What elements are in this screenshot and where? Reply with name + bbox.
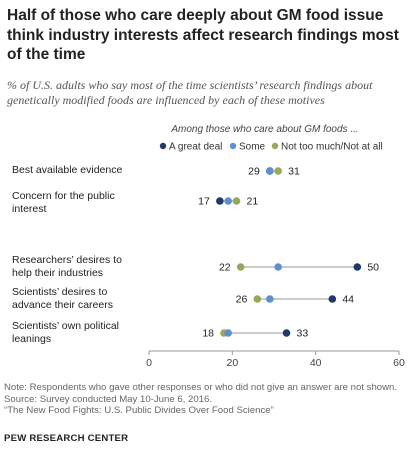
- data-point: [274, 263, 282, 271]
- category-label: Scientists’ desires to: [12, 286, 107, 298]
- legend-marker: [229, 142, 237, 150]
- x-axis: 0 20 40 60: [146, 350, 405, 369]
- value-label: 29: [248, 166, 260, 178]
- category-label: advance their careers: [12, 299, 113, 311]
- brand-logo-text: PEW RESEARCH CENTER: [4, 433, 129, 444]
- chart-rows: Best available evidence 29 31 Concern for t…: [12, 164, 379, 345]
- value-label: 44: [342, 294, 354, 306]
- category-label: Concern for the public: [12, 190, 115, 202]
- category-label: Best available evidence: [12, 164, 122, 176]
- data-point: [328, 295, 337, 303]
- data-point: [236, 263, 245, 271]
- value-label: 22: [219, 262, 231, 274]
- data-point: [216, 197, 224, 205]
- category-label: Scientists’ own political: [12, 320, 119, 332]
- value-label: 17: [198, 196, 210, 208]
- value-label: 33: [297, 328, 309, 340]
- category-label: interest: [12, 203, 47, 215]
- data-point: [282, 329, 291, 337]
- tick-label: 0: [146, 357, 152, 369]
- data-point: [274, 167, 282, 175]
- category-label: help their industries: [12, 267, 103, 279]
- legend-label: Not too much/Not at all: [281, 142, 383, 153]
- source-text: Source: Survey conducted May 10-June 6, …: [4, 393, 212, 405]
- data-point: [232, 197, 241, 205]
- note-text: Note: Respondents who gave other respons…: [4, 382, 398, 393]
- dot-chart: Among those who care about GM foods ... …: [12, 124, 405, 369]
- data-point: [224, 197, 232, 205]
- value-label: 50: [367, 262, 379, 274]
- data-point: [353, 263, 362, 271]
- legend-label: A great deal: [169, 142, 222, 153]
- tick-label: 40: [310, 357, 322, 369]
- chart-subtitle: % of U.S. adults who say most of the tim…: [7, 78, 373, 107]
- data-point: [253, 295, 262, 303]
- legend-marker: [159, 142, 167, 150]
- value-label: 21: [247, 196, 259, 208]
- data-point: [224, 329, 232, 337]
- legend-marker: [271, 142, 279, 150]
- tick-label: 20: [226, 357, 238, 369]
- tick-label: 60: [393, 357, 405, 369]
- data-point: [266, 167, 274, 175]
- report-title: “The New Food Fights: U.S. Public Divide…: [4, 405, 274, 416]
- legend-label: Some: [239, 142, 266, 153]
- value-label: 26: [236, 294, 248, 306]
- category-label: leanings: [12, 333, 51, 345]
- value-label: 18: [202, 328, 214, 340]
- category-label: Researchers’ desires to: [12, 254, 122, 266]
- group-label: Among those who care about GM foods ...: [170, 124, 358, 135]
- notes: Note: Respondents who gave other respons…: [4, 382, 416, 417]
- chart-title: Half of those who care deeply about GM f…: [7, 7, 399, 63]
- data-point: [266, 295, 274, 303]
- value-label: 31: [288, 166, 300, 178]
- legend: A great deal Some Not too much/Not at all: [159, 142, 383, 153]
